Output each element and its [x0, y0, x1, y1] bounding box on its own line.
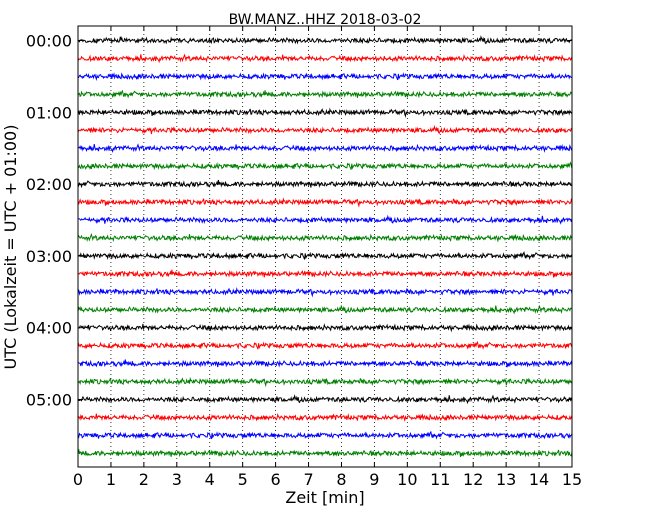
x-tick-label-2: 2	[139, 470, 149, 489]
x-tick-label-12: 12	[463, 470, 483, 489]
trace-0015	[77, 53, 573, 64]
trace-0045	[77, 89, 573, 99]
trace-0145	[77, 161, 573, 171]
x-tick-label-15: 15	[562, 470, 582, 489]
trace-0545	[77, 449, 573, 458]
y-tick-label-5: 05:00	[26, 391, 72, 410]
trace-0445	[77, 376, 573, 388]
x-tick-label-7: 7	[303, 470, 313, 489]
x-tick-label-13: 13	[496, 470, 516, 489]
x-tick-label-14: 14	[529, 470, 549, 489]
seismic-traces	[77, 35, 573, 458]
trace-0130	[77, 143, 573, 153]
trace-0000	[77, 35, 573, 45]
trace-0300	[77, 251, 573, 261]
y-tick-label-0: 00:00	[26, 32, 72, 51]
x-axis-label: Zeit [min]	[285, 488, 364, 507]
y-tick-label-4: 04:00	[26, 319, 72, 338]
trace-0345	[77, 304, 573, 315]
chart-title: BW.MANZ..HHZ 2018-03-02	[229, 12, 422, 28]
trace-0100	[77, 107, 573, 118]
trace-0245	[77, 232, 573, 243]
trace-0215	[77, 197, 573, 208]
x-tick-label-4: 4	[205, 470, 215, 489]
y-tick-label-3: 03:00	[26, 247, 72, 266]
x-tick-label-9: 9	[369, 470, 379, 489]
plot-frame	[77, 25, 573, 468]
y-tick-label-1: 01:00	[26, 103, 72, 122]
y-axis-label: UTC (Lokalzeit = UTC + 01:00)	[1, 125, 20, 370]
x-axis-ticks: 0 1 2 3 4 5 6 7 8 9 10 11 12 13 14 15	[73, 26, 582, 489]
x-tick-label-10: 10	[397, 470, 417, 489]
trace-0515	[77, 413, 573, 423]
x-tick-label-1: 1	[106, 470, 116, 489]
trace-0415	[77, 340, 573, 350]
x-tick-label-5: 5	[238, 470, 248, 489]
trace-0500	[77, 394, 573, 405]
x-tick-label-8: 8	[336, 470, 346, 489]
vertical-grid	[110, 26, 540, 467]
trace-0430	[77, 359, 573, 368]
trace-0530	[77, 430, 573, 440]
y-tick-label-2: 02:00	[26, 175, 72, 194]
trace-0315	[77, 269, 573, 278]
x-tick-label-6: 6	[271, 470, 281, 489]
x-tick-label-3: 3	[172, 470, 182, 489]
trace-0330	[77, 287, 573, 298]
trace-0115	[77, 124, 573, 135]
y-axis-ticks: 00:00 01:00 02:00 03:00 04:00 05:00	[26, 32, 572, 410]
trace-0200	[77, 179, 573, 189]
x-tick-label-11: 11	[430, 470, 450, 489]
trace-0230	[77, 214, 573, 225]
trace-0400	[77, 323, 573, 333]
x-tick-label-0: 0	[73, 470, 83, 489]
trace-0030	[77, 72, 573, 82]
